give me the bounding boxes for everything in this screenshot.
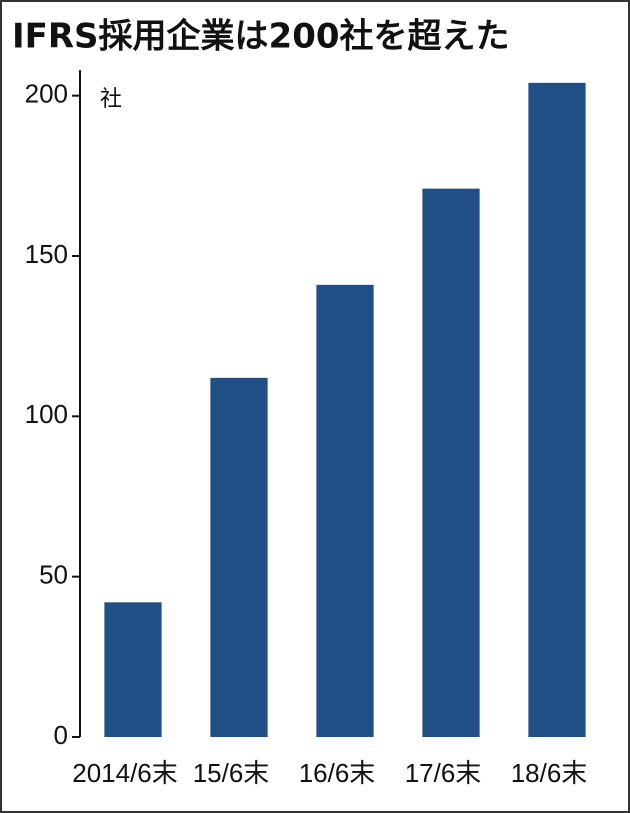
bar	[104, 602, 162, 737]
x-tick-label: 15/6末	[193, 758, 270, 788]
x-tick-label: 16/6末	[299, 758, 376, 788]
x-tick-label: 18/6末	[511, 758, 588, 788]
bar	[210, 377, 268, 737]
y-tick-label: 50	[39, 560, 68, 590]
x-tick-label: 2014/6末	[72, 758, 178, 788]
bar	[422, 188, 480, 737]
y-tick-label: 150	[25, 239, 68, 269]
bar	[316, 284, 374, 737]
y-tick-label: 0	[54, 720, 68, 750]
unit-label: 社	[100, 87, 122, 112]
chart-title: IFRS採用企業は200社を超えた	[12, 17, 510, 57]
bar	[528, 82, 586, 738]
y-tick-label: 200	[25, 79, 68, 109]
y-tick-label: 100	[25, 399, 68, 429]
x-tick-label: 17/6末	[405, 758, 482, 788]
